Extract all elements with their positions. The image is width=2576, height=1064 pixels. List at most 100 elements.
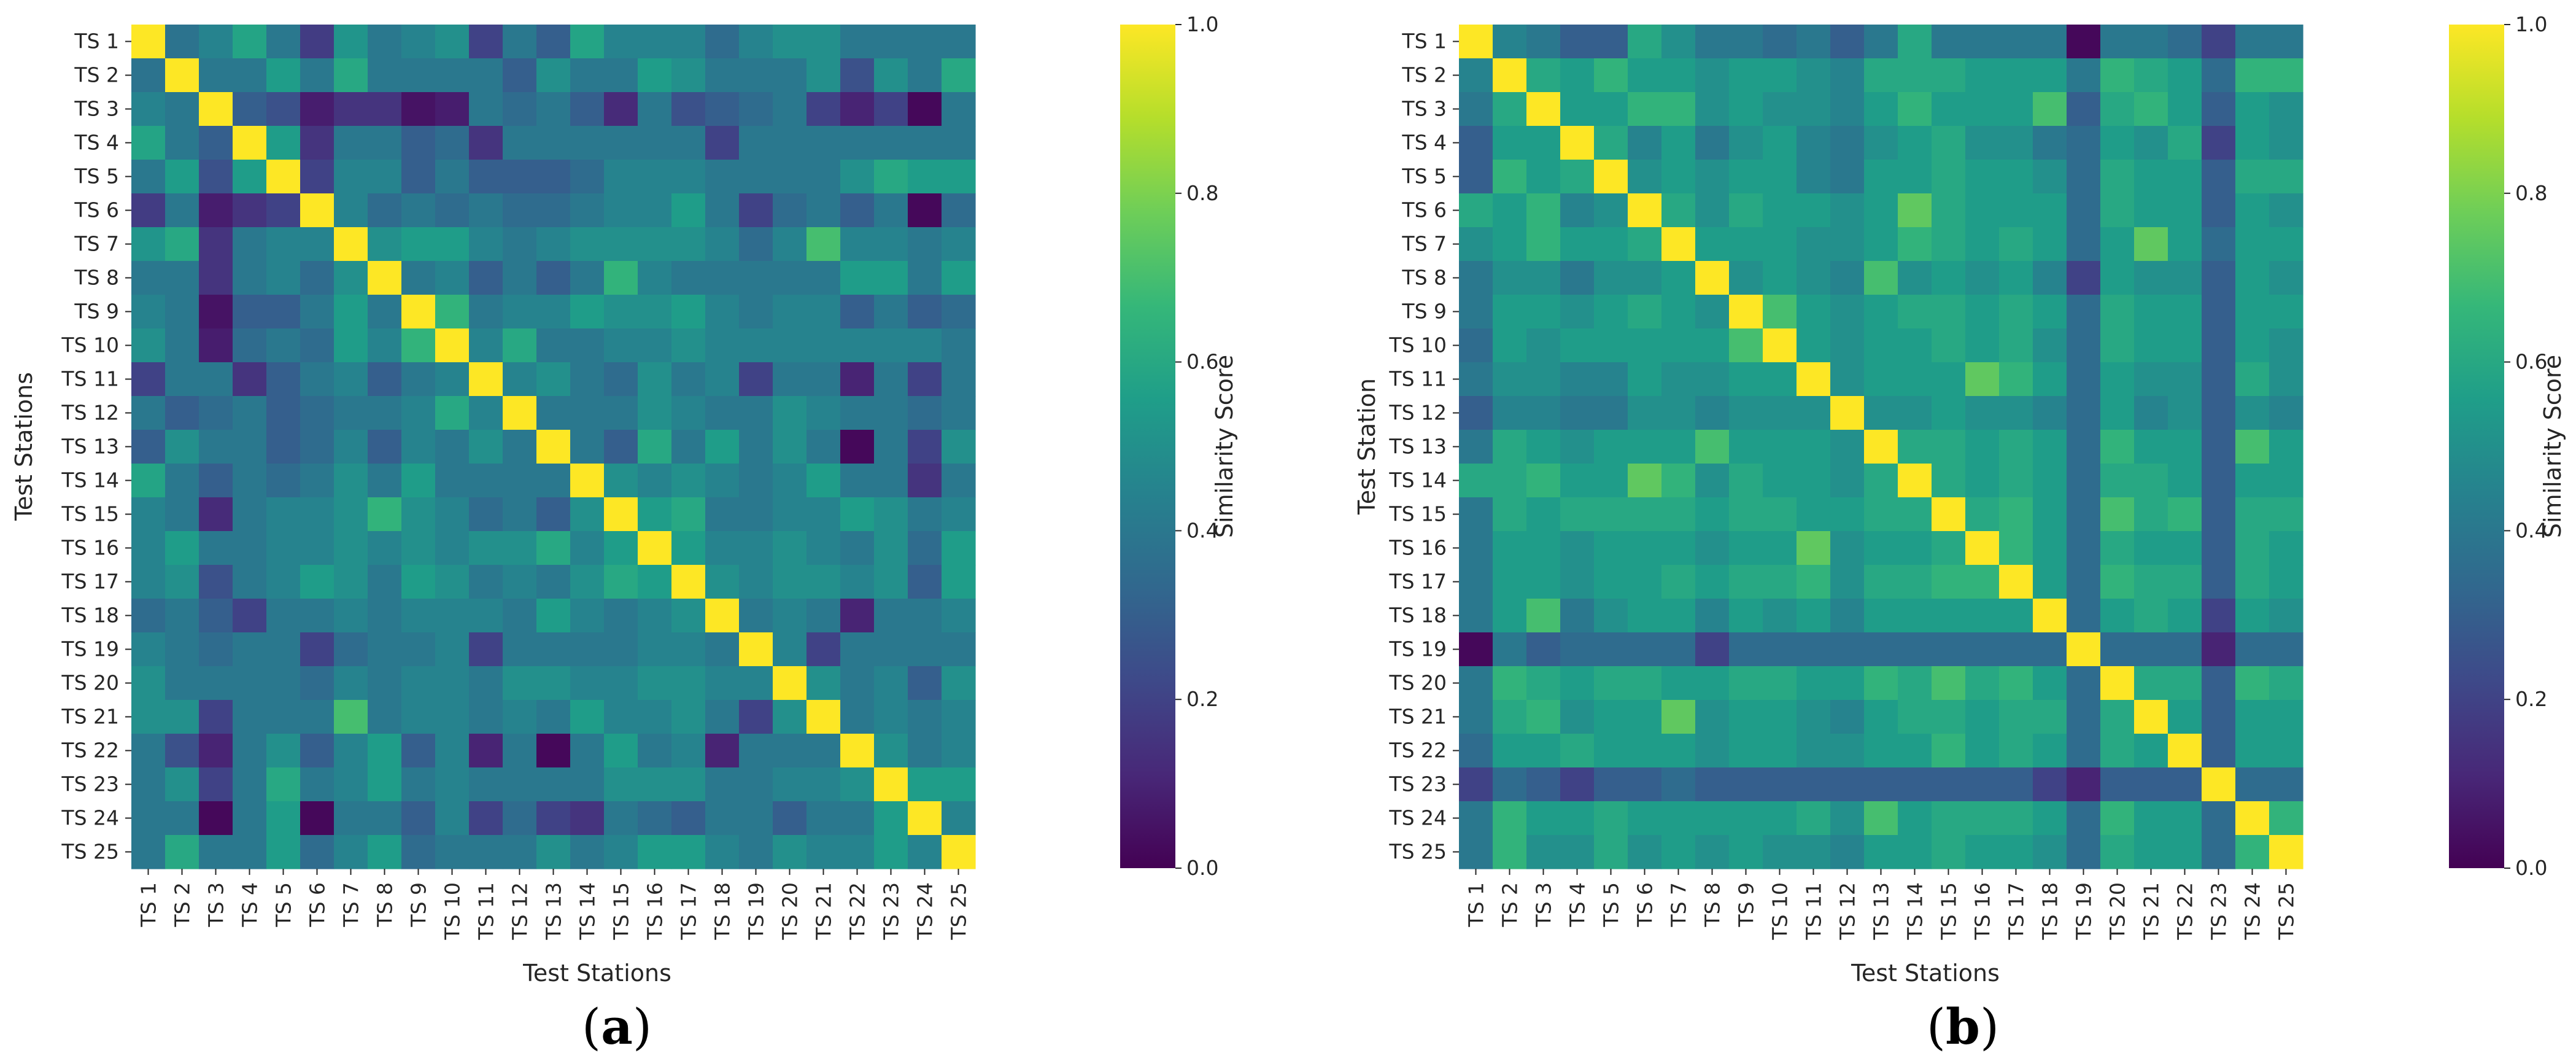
heatmap-a-cell-r23-c13 bbox=[536, 767, 571, 802]
heatmap-a-cell-r10-c7 bbox=[334, 328, 368, 363]
heatmap-a-cell-r21-c3 bbox=[199, 700, 233, 734]
heatmap-a-cell-r6-c9 bbox=[401, 193, 436, 228]
heatmap-a-x-tick-label: TS 8 bbox=[373, 882, 397, 928]
heatmap-b-y-tick-label: TS 9 bbox=[1401, 300, 1447, 324]
heatmap-b-cell-r17-c24 bbox=[2235, 565, 2270, 599]
heatmap-b-y-tick-label: TS 15 bbox=[1388, 502, 1447, 526]
heatmap-b-cell-r22-c22 bbox=[2168, 734, 2202, 768]
heatmap-b-cell-r9-c4 bbox=[1560, 295, 1595, 329]
heatmap-a-cell-r17-c7 bbox=[334, 565, 368, 599]
heatmap-a-y-tick-label: TS 18 bbox=[61, 604, 119, 627]
heatmap-a-cell-r17-c11 bbox=[469, 565, 503, 599]
heatmap-b-cell-r19-c24 bbox=[2235, 632, 2270, 667]
heatmap-a-cell-r6-c16 bbox=[638, 193, 672, 228]
heatmap-b-cell-r20-c14 bbox=[1898, 666, 1932, 701]
heatmap-a-cell-r7-c18 bbox=[705, 227, 740, 262]
heatmap-b-cell-r1-c9 bbox=[1729, 25, 1763, 59]
heatmap-b-cell-r23-c16 bbox=[1965, 767, 2000, 802]
heatmap-b-cell-r16-c13 bbox=[1864, 531, 1898, 565]
heatmap-a-cell-r21-c20 bbox=[773, 700, 807, 734]
heatmap-b-cell-r24-c12 bbox=[1830, 801, 1865, 836]
heatmap-b-cell-r14-c19 bbox=[2067, 464, 2101, 498]
heatmap-a-cell-r6-c12 bbox=[503, 193, 537, 228]
heatmap-a-cell-r20-c13 bbox=[536, 666, 571, 701]
heatmap-a-cell-r20-c5 bbox=[266, 666, 301, 701]
heatmap-a-cell-r1-c10 bbox=[435, 25, 470, 59]
heatmap-a-cell-r15-c13 bbox=[536, 497, 571, 532]
heatmap-b-cell-r6-c11 bbox=[1797, 193, 1831, 228]
heatmap-b-cell-r23-c20 bbox=[2100, 767, 2135, 802]
heatmap-a-cell-r7-c8 bbox=[368, 227, 402, 262]
heatmap-a-cell-r24-c10 bbox=[435, 801, 470, 836]
heatmap-a-cell-r5-c2 bbox=[165, 160, 199, 194]
heatmap-b-cell-r20-c2 bbox=[1493, 666, 1527, 701]
heatmap-a-cell-r5-c1 bbox=[131, 160, 166, 194]
heatmap-b-cell-r13-c3 bbox=[1526, 430, 1561, 464]
heatmap-b-cell-r4-c25 bbox=[2269, 126, 2303, 160]
heatmap-b-cell-r13-c13 bbox=[1864, 430, 1898, 464]
heatmap-b-cell-r9-c12 bbox=[1830, 295, 1865, 329]
heatmap-b-cell-r17-c4 bbox=[1560, 565, 1595, 599]
heatmap-b-cell-r2-c25 bbox=[2269, 58, 2303, 93]
heatmap-a-y-tick-label: TS 20 bbox=[61, 671, 119, 695]
heatmap-a-y-axis-title: Test Stations bbox=[10, 372, 37, 521]
heatmap-a-cell-r4-c20 bbox=[773, 126, 807, 160]
heatmap-b-cell-r1-c6 bbox=[1628, 25, 1662, 59]
heatmap-a-cell-r8-c21 bbox=[806, 261, 841, 295]
heatmap-a-x-tick-label: TS 6 bbox=[306, 882, 330, 928]
heatmap-a-cell-r14-c25 bbox=[942, 464, 976, 498]
heatmap-a-cell-r10-c6 bbox=[300, 328, 335, 363]
heatmap-b-cell-r22-c13 bbox=[1864, 734, 1898, 768]
heatmap-a-cell-r7-c20 bbox=[773, 227, 807, 262]
heatmap-b-cell-r9-c10 bbox=[1763, 295, 1797, 329]
heatmap-a-cell-r15-c11 bbox=[469, 497, 503, 532]
heatmap-a-cell-r13-c17 bbox=[671, 430, 706, 464]
heatmap-a-cell-r18-c15 bbox=[604, 599, 638, 633]
heatmap-a-cell-r11-c14 bbox=[570, 362, 605, 397]
heatmap-b-cell-r7-c8 bbox=[1695, 227, 1730, 262]
heatmap-b-cell-r1-c16 bbox=[1965, 25, 2000, 59]
heatmap-b-cell-r1-c19 bbox=[2067, 25, 2101, 59]
heatmap-a-cell-r20-c24 bbox=[908, 666, 942, 701]
heatmap-b-cell-r24-c6 bbox=[1628, 801, 1662, 836]
heatmap-b-cell-r13-c15 bbox=[1932, 430, 1966, 464]
heatmap-b-cell-r20-c17 bbox=[1999, 666, 2033, 701]
heatmap-b-cell-r3-c5 bbox=[1594, 92, 1628, 126]
heatmap-b-cell-r25-c13 bbox=[1864, 835, 1898, 869]
heatmap-a-cell-r2-c6 bbox=[300, 58, 335, 93]
heatmap-b-cell-r14-c11 bbox=[1797, 464, 1831, 498]
heatmap-a-cell-r18-c10 bbox=[435, 599, 470, 633]
heatmap-b-x-tick-label: TS 22 bbox=[2173, 882, 2197, 941]
heatmap-b-cell-r9-c21 bbox=[2134, 295, 2168, 329]
heatmap-a-cell-r17-c9 bbox=[401, 565, 436, 599]
heatmap-a-y-tick-label: TS 11 bbox=[61, 367, 119, 391]
heatmap-a-cell-r18-c12 bbox=[503, 599, 537, 633]
heatmap-a-cell-r25-c24 bbox=[908, 835, 942, 869]
heatmap-b-cell-r2-c13 bbox=[1864, 58, 1898, 93]
heatmap-b-cell-r2-c15 bbox=[1932, 58, 1966, 93]
heatmap-b-cell-r17-c15 bbox=[1932, 565, 1966, 599]
heatmap-a-cell-r25-c20 bbox=[773, 835, 807, 869]
heatmap-b-cell-r23-c1 bbox=[1459, 767, 1493, 802]
heatmap-a-cell-r16-c21 bbox=[806, 531, 841, 565]
heatmap-a-cell-r11-c12 bbox=[503, 362, 537, 397]
heatmap-a-cell-r11-c25 bbox=[942, 362, 976, 397]
heatmap-b-cell-r19-c8 bbox=[1695, 632, 1730, 667]
heatmap-a-cell-r12-c2 bbox=[165, 396, 199, 430]
heatmap-a-cell-r17-c16 bbox=[638, 565, 672, 599]
heatmap-a-cell-r19-c6 bbox=[300, 632, 335, 667]
heatmap-b-cell-r7-c2 bbox=[1493, 227, 1527, 262]
heatmap-a-cell-r14-c9 bbox=[401, 464, 436, 498]
heatmap-a-cell-r23-c16 bbox=[638, 767, 672, 802]
heatmap-b-cell-r14-c21 bbox=[2134, 464, 2168, 498]
heatmap-b-cell-r3-c11 bbox=[1797, 92, 1831, 126]
heatmap-a-cell-r4-c12 bbox=[503, 126, 537, 160]
heatmap-b-cell-r20-c9 bbox=[1729, 666, 1763, 701]
heatmap-b-cell-r7-c25 bbox=[2269, 227, 2303, 262]
heatmap-b-cell-r8-c8 bbox=[1695, 261, 1730, 295]
heatmap-b-cell-r12-c15 bbox=[1932, 396, 1966, 430]
heatmap-a-cell-r24-c13 bbox=[536, 801, 571, 836]
heatmap-a-cell-r3-c10 bbox=[435, 92, 470, 126]
heatmap-a-cell-r17-c5 bbox=[266, 565, 301, 599]
